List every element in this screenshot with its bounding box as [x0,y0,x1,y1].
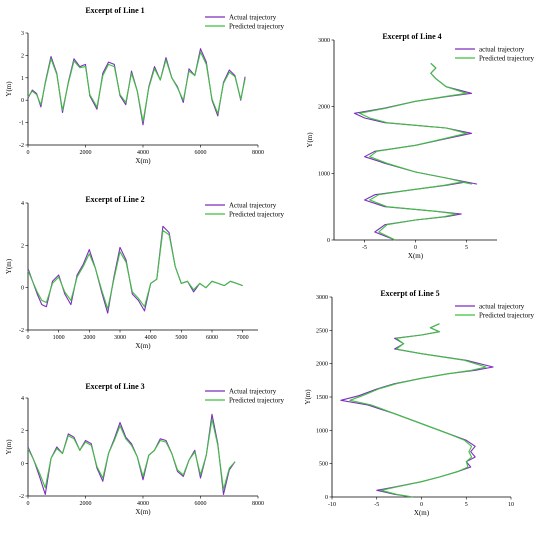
series-line-actual [27,48,246,126]
x-tick-label: 4000 [145,335,157,341]
legend-label-actual: actual trajectory [479,303,525,311]
x-tick-label: 6000 [206,335,218,341]
y-tick-label: 1500 [316,395,328,401]
y-tick-label: 1000 [316,428,328,434]
y-tick-label: 0 [21,286,24,292]
y-tick-label: 0 [327,238,330,244]
series-line-actual [27,413,236,495]
legend-label-actual: actual trajectory [479,46,525,54]
chart-panel-4: -5 0 5 0 1000 2000 3000 Excerpt of Line 4 X(m) Y(… [306,32,535,260]
y-tick-label: 2 [21,243,24,249]
y-tick-label: 4 [21,201,24,207]
x-tick-label: -5 [374,502,379,508]
x-tick-label: 0 [414,245,417,251]
chart-title: Excerpt of Line 1 [85,6,144,15]
y-axis-label: Y(m) [306,132,314,148]
series-line-actual [353,62,478,241]
y-tick-label: 4 [21,396,24,402]
y-tick-label: 2 [21,429,24,435]
x-tick-label: 1000 [53,335,65,341]
y-tick-label: 2000 [318,105,330,111]
legend-label-actual: Actual trajectory [229,14,277,22]
y-tick-label: 3 [21,31,24,37]
x-tick-label: 6000 [195,150,207,156]
x-tick-label: 0 [420,502,423,508]
series-line-predicted [349,323,487,498]
x-axis-label: X(m) [408,252,424,260]
y-axis-label: Y(m) [5,439,13,455]
legend-label-actual: Actual trajectory [229,388,277,396]
x-tick-label: 5 [465,245,468,251]
y-tick-label: 1 [21,76,24,82]
y-tick-label: -2 [19,494,24,500]
x-tick-label: -10 [328,502,336,508]
y-tick-label: -2 [19,143,24,149]
y-tick-label: 2000 [316,362,328,368]
x-axis-label: X(m) [135,157,151,165]
legend-label-predicted: Predicted trajectory [479,55,535,63]
chart-panel-1: 0 2000 4000 6000 8000 -2 -1 0 1 2 3 Excerpt of Line… [5,6,285,165]
y-tick-label: -2 [19,328,24,334]
x-tick-label: 5 [465,502,468,508]
series-line-actual [340,323,494,498]
x-tick-label: -5 [362,245,367,251]
x-tick-label: 2000 [80,501,92,507]
x-tick-label: 2000 [80,150,92,156]
chart-title: Excerpt of Line 5 [380,289,439,298]
x-tick-label: 4000 [137,150,149,156]
series-line-predicted [358,62,473,241]
y-tick-label: 500 [319,462,328,468]
y-axis-label: Y(m) [5,81,13,97]
y-tick-label: 0 [21,461,24,467]
y-tick-label: 2500 [316,328,328,334]
series-line-actual [27,225,243,314]
x-tick-label: 0 [27,501,30,507]
chart-title: Excerpt of Line 4 [382,32,441,41]
y-tick-label: 0 [325,495,328,501]
legend-label-predicted: Predicted trajectory [229,23,285,31]
legend-label-predicted: Predicted trajectory [229,211,285,219]
legend-label-actual: Actual trajectory [229,202,277,210]
x-axis-label: X(m) [135,342,151,350]
x-tick-label: 0 [27,150,30,156]
legend-label-predicted: Predicted trajectory [229,397,285,405]
chart-title: Excerpt of Line 2 [85,195,144,204]
x-tick-label: 8000 [252,501,264,507]
y-tick-label: 2 [21,53,24,59]
x-axis-label: X(m) [414,509,430,517]
y-tick-label: 0 [21,98,24,104]
x-tick-label: 3000 [114,335,126,341]
y-axis-label: Y(m) [5,258,13,274]
x-tick-label: 6000 [195,501,207,507]
y-tick-label: 3000 [316,295,328,301]
x-tick-label: 8000 [252,150,264,156]
series-line-predicted [27,51,246,123]
x-tick-label: 4000 [137,501,149,507]
chart-title: Excerpt of Line 3 [85,382,144,391]
series-line-predicted [27,229,243,310]
x-tick-label: 2000 [83,335,95,341]
x-tick-label: 5000 [175,335,187,341]
chart-panel-5: -10 -5 0 5 10 0 500 1000 1500 2000 2500 3000 Excerpt… [304,289,535,517]
y-tick-label: 3000 [318,38,330,44]
x-tick-label: 7000 [237,335,249,341]
x-tick-label: 0 [27,335,30,341]
series-line-predicted [27,418,236,491]
y-axis-label: Y(m) [304,389,312,405]
x-tick-label: 10 [508,502,514,508]
y-tick-label: 1000 [318,171,330,177]
y-tick-label: -1 [19,121,24,127]
legend-label-predicted: Predicted trajectory [479,312,535,320]
x-axis-label: X(m) [135,508,151,516]
